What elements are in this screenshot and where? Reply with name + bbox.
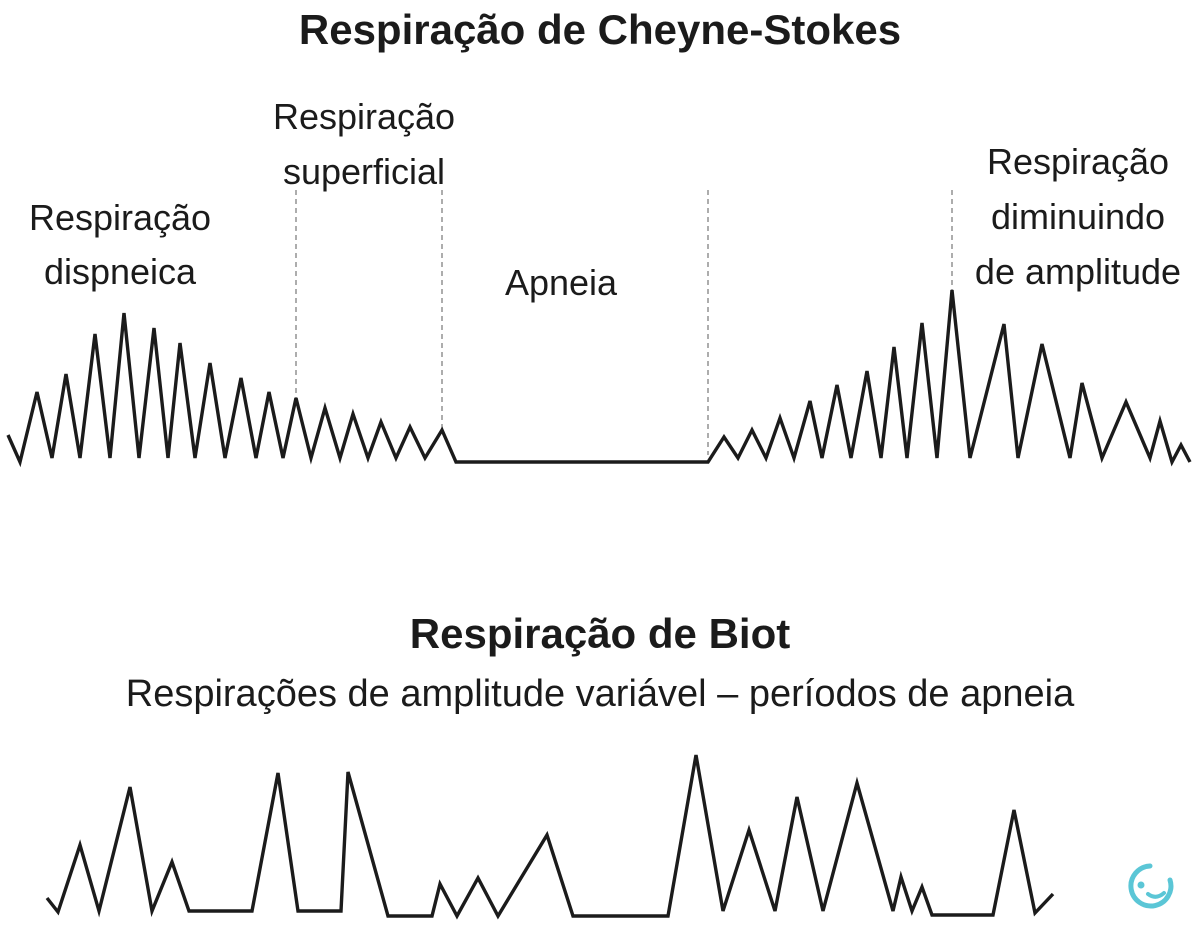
label-diminuindo-line2: diminuindo — [991, 196, 1165, 237]
cheyne-stokes-waveform — [6, 289, 1192, 468]
label-diminuindo-line1: Respiração — [987, 141, 1169, 182]
label-diminuindo-line3: de amplitude — [975, 251, 1181, 292]
biot-waveform — [45, 754, 1055, 920]
label-superficial-line2: superficial — [283, 151, 445, 192]
label-superficial-line1: Respiração — [273, 96, 455, 137]
label-dispneica-line1: Respiração — [29, 197, 211, 238]
label-dispneica-line2: dispneica — [44, 251, 197, 292]
brand-logo-icon — [1128, 863, 1174, 909]
label-apneia: Apneia — [505, 262, 618, 303]
biot-subtitle: Respirações de amplitude variável – perí… — [126, 673, 1075, 715]
cheyne-stokes-title: Respiração de Cheyne-Stokes — [299, 6, 901, 53]
biot-title: Respiração de Biot — [410, 610, 790, 657]
